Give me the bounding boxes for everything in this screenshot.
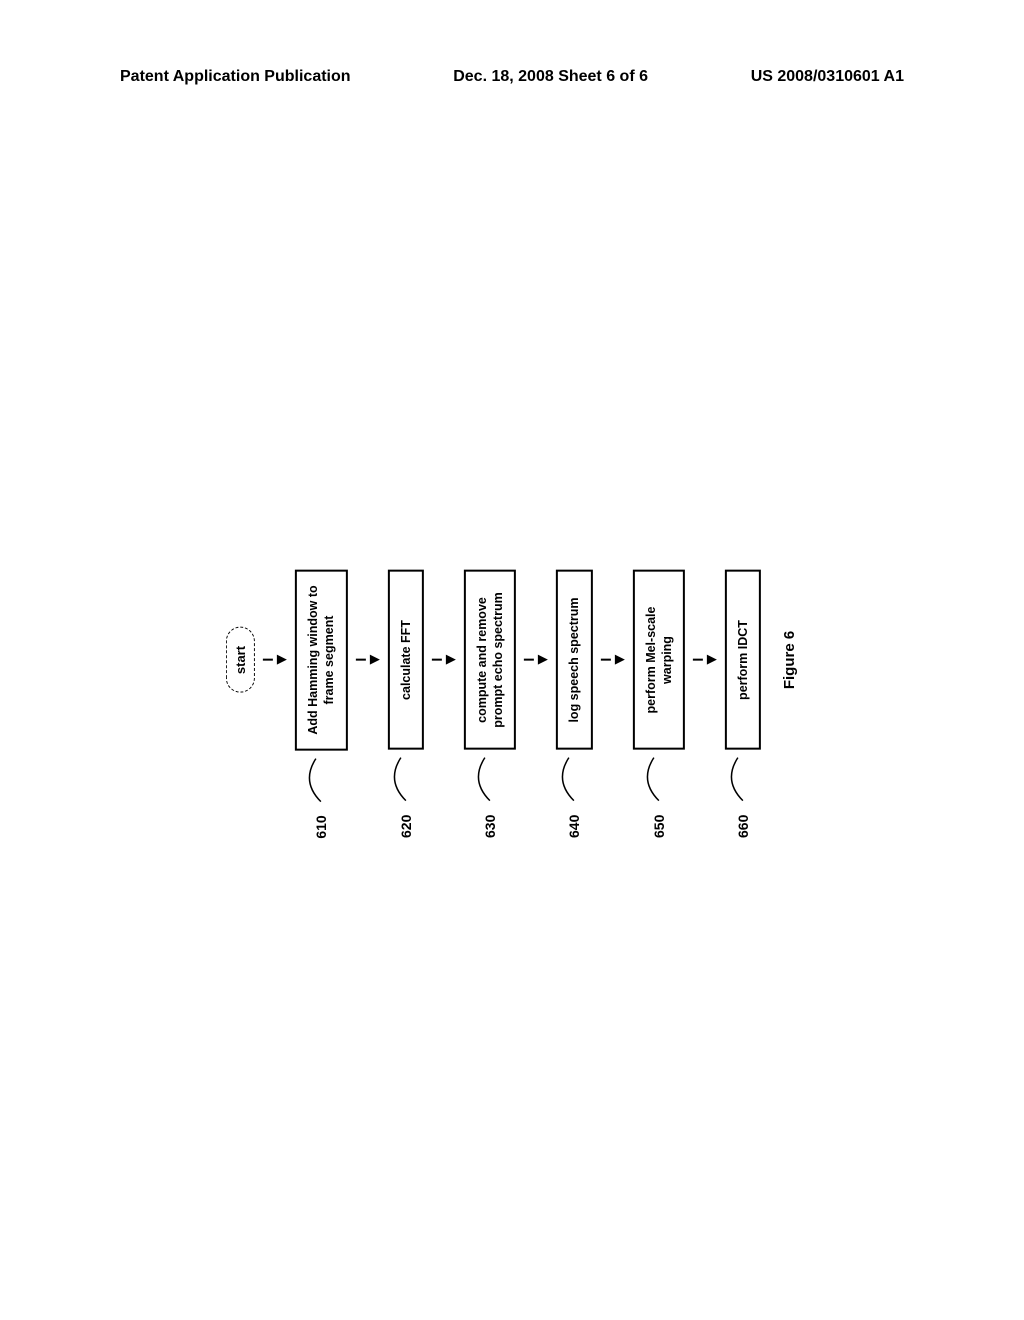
ref-label-650: 650 [650, 815, 668, 838]
ref-label-640: 640 [565, 815, 583, 838]
start-node: start [226, 627, 255, 693]
step-box-660: 660 perform IDCT [725, 570, 761, 750]
step-box-610: 610 Add Hamming window to frame segment [295, 569, 348, 750]
ref-curve-icon [644, 756, 674, 806]
patent-header: Patent Application Publication Dec. 18, … [0, 68, 1024, 86]
step-box-650: 650 perform Mel-scale warping [632, 570, 685, 750]
flow-column: start 610 Add Hamming window to frame se… [226, 569, 798, 750]
ref-curve-icon [391, 756, 421, 806]
step-text: perform IDCT [736, 620, 750, 700]
header-center: Dec. 18, 2008 Sheet 6 of 6 [453, 68, 648, 86]
arrow-icon [446, 655, 456, 665]
connector [355, 659, 365, 661]
header-right: US 2008/0310601 A1 [751, 68, 904, 86]
connector [600, 659, 610, 661]
step-text: perform Mel-scale warping [643, 607, 673, 714]
ref-curve-icon [728, 756, 758, 806]
arrow-icon [277, 655, 287, 665]
step-text: Add Hamming window to frame segment [306, 585, 336, 734]
start-label: start [233, 646, 248, 674]
connector [263, 659, 273, 661]
flowchart-diagram: start 610 Add Hamming window to frame se… [226, 569, 798, 750]
ref-label-620: 620 [396, 815, 414, 838]
connector [432, 659, 442, 661]
ref-label-630: 630 [481, 815, 499, 838]
step-box-640: 640 log speech spectrum [556, 570, 592, 750]
arrow-icon [369, 655, 379, 665]
step-text: calculate FFT [398, 620, 412, 700]
ref-label-610: 610 [312, 815, 330, 838]
connector [524, 659, 534, 661]
ref-curve-icon [559, 756, 589, 806]
step-text: compute and remove prompt echo spectrum [475, 592, 505, 727]
header-left: Patent Application Publication [120, 68, 351, 86]
connector [693, 659, 703, 661]
arrow-icon [538, 655, 548, 665]
step-text: log speech spectrum [567, 597, 581, 722]
ref-curve-icon [475, 756, 505, 806]
arrow-icon [707, 655, 717, 665]
arrow-icon [614, 655, 624, 665]
step-box-620: 620 calculate FFT [387, 570, 423, 750]
figure-label: Figure 6 [781, 631, 798, 689]
step-box-630: 630 compute and remove prompt echo spect… [464, 570, 517, 750]
ref-label-660: 660 [734, 815, 752, 838]
ref-curve-icon [306, 757, 336, 807]
